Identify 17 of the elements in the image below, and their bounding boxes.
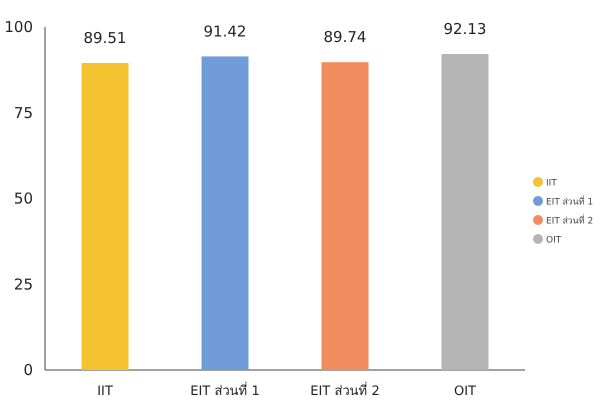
y-tick-label: 50 <box>14 190 33 208</box>
legend-label: IIT <box>546 178 558 188</box>
x-tick-label: IIT <box>97 384 113 399</box>
x-tick-label: OIT <box>454 384 476 399</box>
y-tick-label: 25 <box>14 275 33 294</box>
x-tick-label: EIT ส่วนที่ 2 <box>310 382 380 399</box>
y-tick-label: 75 <box>14 104 33 122</box>
y-tick-label: 100 <box>4 18 33 36</box>
legend-label: EIT ส่วนที่ 1 <box>546 194 594 208</box>
data-label: 91.42 <box>204 22 246 40</box>
data-label: 89.74 <box>324 28 366 46</box>
y-tick-label: 0 <box>23 361 33 379</box>
data-label: 92.13 <box>444 20 486 38</box>
legend-label: OIT <box>546 236 562 246</box>
data-label: 89.51 <box>84 28 126 47</box>
legend-label: EIT ส่วนที่ 2 <box>546 214 594 226</box>
x-tick-label: EIT ส่วนที่ 1 <box>190 382 260 399</box>
